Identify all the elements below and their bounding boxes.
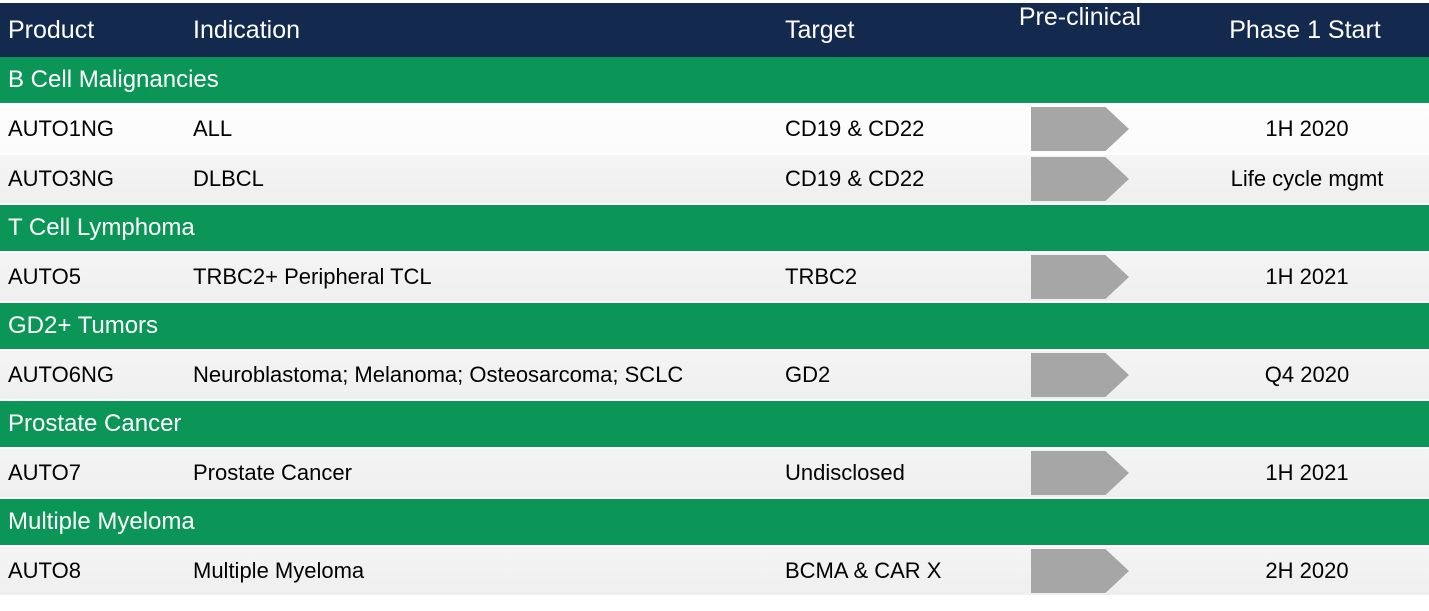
target-cell: Undisclosed — [785, 460, 905, 485]
indication-cell: TRBC2+ Peripheral TCL — [193, 264, 432, 289]
preclinical-cell — [965, 351, 1195, 399]
section-title: T Cell Lymphoma — [8, 214, 195, 241]
preclinical-cell — [965, 253, 1195, 301]
preclinical-stage-arrow-icon — [1031, 549, 1129, 593]
column-header-target: Target — [785, 15, 855, 44]
section-title: B Cell Malignancies — [8, 66, 219, 93]
target-cell: CD19 & CD22 — [785, 166, 925, 191]
target-cell: CD19 & CD22 — [785, 116, 925, 141]
target-cell: GD2 — [785, 362, 831, 387]
product-cell: AUTO5 — [8, 264, 81, 289]
target-cell: BCMA & CAR X — [785, 558, 942, 583]
indication-cell: Prostate Cancer — [193, 460, 352, 485]
preclinical-stage-arrow-icon — [1031, 353, 1129, 397]
preclinical-stage-arrow-icon — [1031, 157, 1129, 201]
preclinical-cell — [965, 105, 1195, 153]
product-cell: AUTO1NG — [8, 116, 114, 141]
product-cell: AUTO7 — [8, 460, 81, 485]
indication-cell: ALL — [193, 116, 233, 141]
phase1-start-cell: 1H 2021 — [1265, 264, 1349, 289]
section-header-b-cell-malignancies: B Cell Malignancies — [0, 57, 1429, 103]
phase1-start-cell: 1H 2020 — [1265, 116, 1349, 141]
section-header-prostate-cancer: Prostate Cancer — [0, 401, 1429, 447]
phase1-start-cell: 1H 2021 — [1265, 460, 1349, 485]
indication-cell: DLBCL — [193, 166, 264, 191]
table-row-auto8: AUTO8 Multiple Myeloma BCMA & CAR X 2H 2020 — [0, 547, 1429, 595]
phase1-start-cell: Q4 2020 — [1264, 362, 1350, 387]
column-header-preclinical: Pre-clinical — [1018, 3, 1142, 31]
section-header-t-cell-lymphoma: T Cell Lymphoma — [0, 205, 1429, 251]
column-header-product: Product — [8, 15, 95, 44]
indication-cell: Neuroblastoma; Melanoma; Osteosarcoma; S… — [193, 362, 684, 387]
phase1-start-cell: 2H 2020 — [1265, 558, 1349, 583]
phase1-start-cell: Life cycle mgmt — [1230, 166, 1384, 191]
indication-cell: Multiple Myeloma — [193, 558, 365, 583]
product-cell: AUTO8 — [8, 558, 81, 583]
table-row-auto6ng: AUTO6NG Neuroblastoma; Melanoma; Osteosar… — [0, 351, 1429, 399]
table-body: B Cell Malignancies AUTO1NG ALL CD19 & CD22… — [0, 57, 1429, 595]
product-cell: AUTO3NG — [8, 166, 114, 191]
column-header-indication: Indication — [193, 15, 301, 44]
preclinical-stage-arrow-icon — [1031, 255, 1129, 299]
preclinical-stage-arrow-icon — [1031, 107, 1129, 151]
table-row-auto1ng: AUTO1NG ALL CD19 & CD22 1H 2020 — [0, 105, 1429, 153]
section-header-gd2-tumors: GD2+ Tumors — [0, 303, 1429, 349]
preclinical-cell — [965, 155, 1195, 203]
table-row-auto7: AUTO7 Prostate Cancer Undisclosed 1H 2021 — [0, 449, 1429, 497]
table-header-row: Product Indication Target Pre-clinical P… — [0, 3, 1429, 57]
section-title: GD2+ Tumors — [8, 312, 159, 339]
section-title: Prostate Cancer — [8, 410, 182, 437]
column-header-phase1-start: Phase 1 Start — [1229, 15, 1381, 44]
section-header-multiple-myeloma: Multiple Myeloma — [0, 499, 1429, 545]
preclinical-cell — [965, 547, 1195, 595]
target-cell: TRBC2 — [785, 264, 858, 289]
table-row-auto3ng: AUTO3NG DLBCL CD19 & CD22 Life cycle mgmt — [0, 155, 1429, 203]
product-cell: AUTO6NG — [8, 362, 114, 387]
table-row-auto5: AUTO5 TRBC2+ Peripheral TCL TRBC2 1H 2021 — [0, 253, 1429, 301]
preclinical-cell — [965, 449, 1195, 497]
section-title: Multiple Myeloma — [8, 508, 195, 535]
preclinical-stage-arrow-icon — [1031, 451, 1129, 495]
